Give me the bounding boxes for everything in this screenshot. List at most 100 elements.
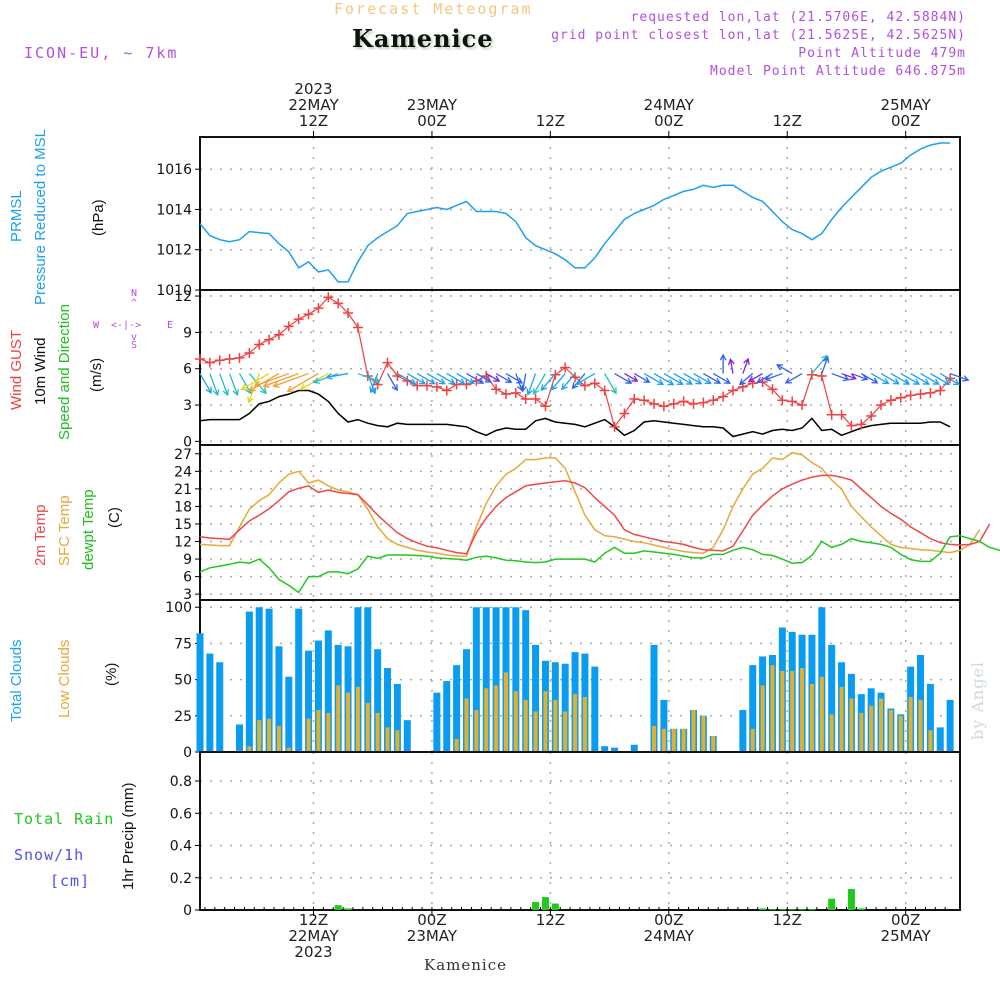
low-cloud-bar bbox=[316, 710, 321, 752]
wind-gust-point bbox=[540, 401, 551, 412]
wind-arrow bbox=[693, 372, 712, 385]
wind-arrow bbox=[325, 372, 349, 380]
wind-arrow bbox=[505, 372, 524, 384]
wind-arrow bbox=[821, 355, 830, 374]
wind-arrow bbox=[228, 373, 239, 397]
low-cloud-bar bbox=[829, 714, 834, 752]
time-tick-label: 12Z bbox=[510, 912, 590, 928]
wind-gust-point bbox=[797, 400, 808, 411]
low-cloud-bar bbox=[849, 698, 854, 752]
time-tick-line: 00Z bbox=[654, 911, 684, 929]
compass-e: E bbox=[167, 320, 174, 331]
time-tick-line: 00Z bbox=[891, 112, 921, 130]
wind-arrow bbox=[756, 372, 773, 383]
total-cloud-bar bbox=[739, 710, 747, 752]
wind-arrow bbox=[851, 372, 869, 381]
low-cloud-bar bbox=[750, 728, 755, 752]
total-cloud-bar bbox=[305, 650, 313, 752]
wind-arrow bbox=[920, 372, 940, 385]
low-cloud-bar bbox=[395, 730, 400, 752]
low-cloud-bar bbox=[681, 728, 686, 752]
wind-gust-point bbox=[510, 387, 521, 398]
wind-gust-point bbox=[560, 362, 571, 373]
time-tick-line: 23MAY bbox=[406, 927, 458, 945]
low-cloud-bar bbox=[770, 665, 775, 752]
wind-arrow bbox=[747, 372, 763, 383]
wind10-line bbox=[199, 389, 951, 438]
low-cloud-bar bbox=[385, 727, 390, 752]
wind-gust-point bbox=[935, 385, 946, 396]
wind-gust-point bbox=[323, 292, 334, 303]
wind-arrow bbox=[939, 372, 961, 386]
precip-panel: 0 0.2 0.4 0.6 0.8 bbox=[170, 751, 961, 919]
low-cloud-bar bbox=[652, 725, 657, 752]
wind-gust-point bbox=[224, 354, 235, 365]
temp-ytick-label: 18 bbox=[174, 499, 192, 515]
wind-arrow bbox=[526, 373, 537, 396]
wind-gust-point bbox=[441, 385, 452, 396]
total-cloud-bar bbox=[946, 699, 954, 752]
low-clouds-label: Low Clouds bbox=[56, 639, 73, 718]
wind-arrow bbox=[436, 372, 456, 385]
footer-location: Kamenice bbox=[424, 956, 507, 974]
wind-gust-point bbox=[214, 355, 225, 366]
low-cloud-bar bbox=[533, 711, 538, 752]
wind-arrow bbox=[719, 353, 727, 374]
total-cloud-bar bbox=[630, 744, 638, 752]
low-cloud-bar bbox=[859, 712, 864, 752]
wind-gust-point bbox=[520, 393, 531, 404]
low-cloud-bar bbox=[879, 698, 884, 752]
time-tick-line: 12Z bbox=[772, 911, 802, 929]
total-cloud-bar bbox=[828, 644, 836, 752]
low-cloud-bar bbox=[276, 725, 281, 752]
wind-arrow bbox=[880, 372, 900, 385]
low-cloud-bar bbox=[800, 668, 805, 752]
wind-gust-point bbox=[846, 420, 857, 431]
wind-gust-point bbox=[826, 409, 837, 420]
wind-gust-point bbox=[352, 322, 363, 333]
time-tick-label: 00Z 24MAY bbox=[629, 912, 709, 944]
total-cloud-bar bbox=[235, 724, 243, 752]
pressure-label-prmsl: PRMSL bbox=[8, 190, 25, 242]
wind-arrow bbox=[614, 372, 633, 384]
time-tick-label: 00Z 25MAY bbox=[866, 912, 946, 944]
compass-arrow-n: ^ bbox=[131, 298, 138, 309]
pressure-panel: 1010 1012 1014 1016 bbox=[156, 136, 961, 299]
low-cloud-bar bbox=[286, 747, 291, 752]
wind-arrow bbox=[561, 373, 576, 391]
wind-gust-label: Wind GUST bbox=[8, 329, 25, 410]
wind-gust-point bbox=[945, 373, 956, 384]
clouds-frame bbox=[199, 599, 961, 753]
time-tick-label: 12Z 22MAY 2023 bbox=[274, 912, 354, 960]
wind-arrow bbox=[406, 372, 427, 385]
wind-arrow bbox=[466, 372, 485, 384]
wind-gust-point bbox=[283, 321, 294, 332]
rain-bar bbox=[344, 908, 352, 910]
low-cloud-bar bbox=[257, 720, 262, 752]
wind-arrow bbox=[199, 373, 212, 394]
low-cloud-bar bbox=[898, 715, 903, 752]
total-cloud-bar bbox=[384, 668, 392, 752]
wind-arrow bbox=[604, 373, 617, 395]
wind-gust-point bbox=[658, 401, 669, 412]
time-tick-line: 00Z bbox=[654, 112, 684, 130]
temp-ytick-label: 6 bbox=[183, 570, 192, 586]
wind-arrow bbox=[386, 373, 398, 392]
time-tick-label: 12Z bbox=[510, 113, 590, 129]
pressure-ytick-label: 1016 bbox=[156, 162, 192, 178]
low-cloud-bar bbox=[336, 685, 341, 752]
wind-gust-point bbox=[234, 352, 245, 363]
wind-gust-point bbox=[866, 410, 877, 421]
low-cloud-bar bbox=[267, 718, 272, 752]
wind-arrow bbox=[240, 372, 270, 391]
low-cloud-bar bbox=[839, 686, 844, 752]
wind-arrow bbox=[533, 373, 547, 395]
total-cloud-bar bbox=[393, 683, 401, 752]
clouds-unit: (%) bbox=[103, 662, 120, 686]
time-tick-line: 00Z bbox=[417, 112, 447, 130]
precip-frame bbox=[199, 751, 961, 911]
wind-gust-point bbox=[343, 308, 354, 319]
temp-sfc-label: SFC Temp bbox=[56, 495, 73, 566]
low-cloud-bar bbox=[454, 738, 459, 752]
wind-arrow bbox=[397, 372, 417, 385]
